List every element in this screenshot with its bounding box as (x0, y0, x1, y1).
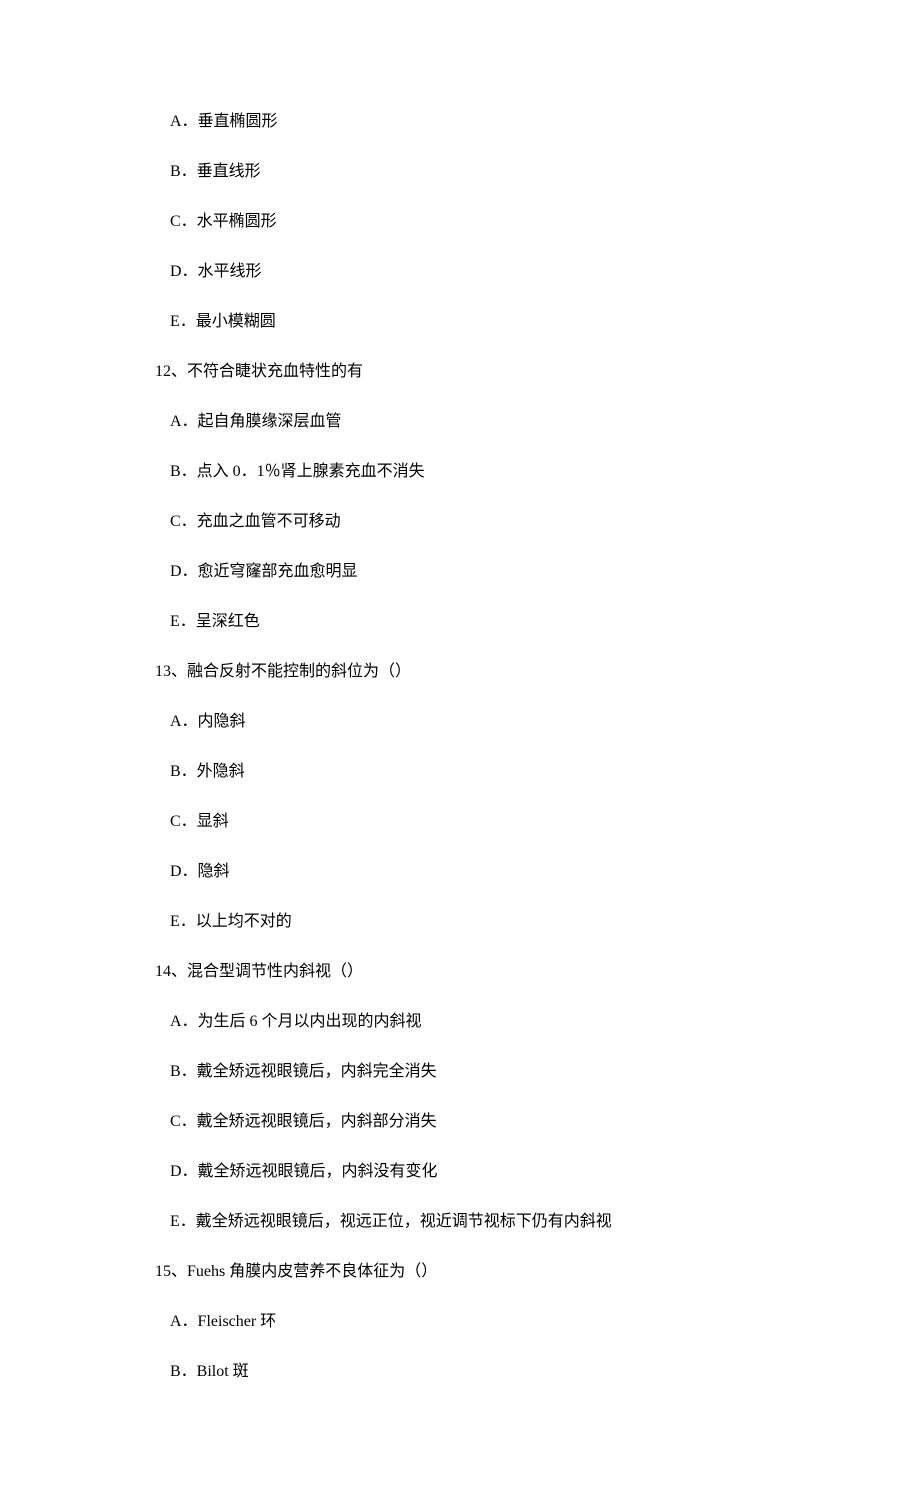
option-text: E．以上均不对的 (155, 910, 765, 934)
option-text: E．戴全矫远视眼镜后，视远正位，视近调节视标下仍有内斜视 (155, 1210, 765, 1234)
question-text: 12、不符合睫状充血特性的有 (155, 360, 765, 384)
option-text: A．起自角膜缘深层血管 (155, 410, 765, 434)
option-text: B．外隐斜 (155, 760, 765, 784)
question-text: 14、混合型调节性内斜视（） (155, 960, 765, 984)
option-text: A．为生后 6 个月以内出现的内斜视 (155, 1010, 765, 1034)
option-text: C．水平椭圆形 (155, 210, 765, 234)
option-text: E．最小模糊圆 (155, 310, 765, 334)
option-text: A．Fleischer 环 (155, 1310, 765, 1334)
option-text: D．戴全矫远视眼镜后，内斜没有变化 (155, 1160, 765, 1184)
option-text: B．点入 0．1％肾上腺素充血不消失 (155, 460, 765, 484)
option-text: A．内隐斜 (155, 710, 765, 734)
option-text: E．呈深红色 (155, 610, 765, 634)
option-text: B．垂直线形 (155, 160, 765, 184)
option-text: B．Bilot 斑 (155, 1360, 765, 1384)
option-text: C．充血之血管不可移动 (155, 510, 765, 534)
option-text: C．戴全矫远视眼镜后，内斜部分消失 (155, 1110, 765, 1134)
option-text: D．愈近穹窿部充血愈明显 (155, 560, 765, 584)
option-text: D．隐斜 (155, 860, 765, 884)
question-text: 13、融合反射不能控制的斜位为（） (155, 660, 765, 684)
option-text: B．戴全矫远视眼镜后，内斜完全消失 (155, 1060, 765, 1084)
option-text: C．显斜 (155, 810, 765, 834)
question-text: 15、Fuehs 角膜内皮营养不良体征为（） (155, 1260, 765, 1284)
option-text: D．水平线形 (155, 260, 765, 284)
option-text: A．垂直椭圆形 (155, 110, 765, 134)
exam-content: A．垂直椭圆形 B．垂直线形 C．水平椭圆形 D．水平线形 E．最小模糊圆 12、不符合睫… (155, 110, 765, 1384)
